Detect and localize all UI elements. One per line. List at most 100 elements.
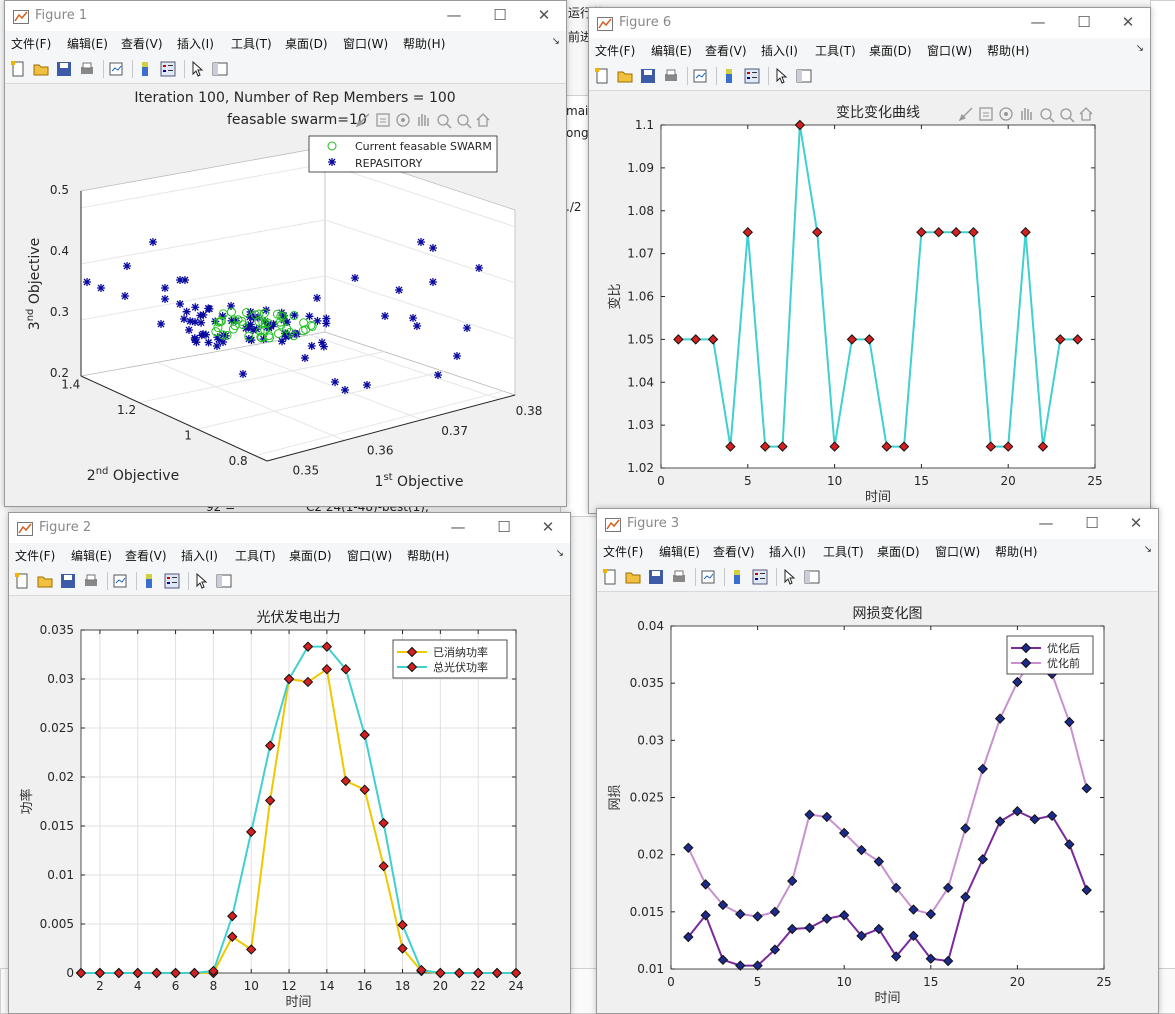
minimize-button[interactable]: — bbox=[1030, 13, 1046, 31]
zoom-out-icon[interactable] bbox=[1060, 108, 1075, 123]
minimize-button[interactable]: — bbox=[1038, 514, 1054, 532]
menu-item[interactable]: 窗口(W) bbox=[927, 44, 973, 58]
save-icon[interactable] bbox=[640, 68, 656, 84]
menu-item[interactable]: 桌面(D) bbox=[289, 549, 332, 563]
menu-item[interactable]: 工具(T) bbox=[231, 37, 272, 51]
link-figure-icon[interactable] bbox=[692, 68, 708, 84]
close-button[interactable]: ✕ bbox=[541, 518, 555, 536]
data-tip-icon[interactable] bbox=[376, 113, 390, 127]
open-file-icon[interactable] bbox=[37, 573, 53, 589]
legend-icon[interactable] bbox=[164, 573, 180, 589]
menu-item[interactable]: 插入(I) bbox=[769, 545, 806, 559]
maximize-button[interactable]: ☐ bbox=[493, 6, 507, 24]
figure-1-window[interactable]: Figure 1 — ☐ ✕ 文件(F) 编辑(E) 查看(V) 插入(I) 工具(T) 桌面(D… bbox=[4, 0, 567, 507]
menu-item[interactable]: 插入(I) bbox=[177, 37, 214, 51]
menu-item[interactable]: 帮助(H) bbox=[407, 549, 450, 563]
figure-3-window[interactable]: Figure 3 — ☐ ✕ 文件(F) 编辑(E) 查看(V) 插入(I) 工具(T) 桌面(D… bbox=[596, 508, 1159, 1014]
property-editor-icon[interactable] bbox=[216, 573, 232, 589]
menu-item[interactable]: 工具(T) bbox=[235, 549, 276, 563]
home-icon[interactable] bbox=[1079, 107, 1093, 121]
menu-item[interactable]: 窗口(W) bbox=[347, 549, 393, 563]
menu-item[interactable]: 文件(F) bbox=[11, 37, 52, 51]
menu-item[interactable]: 编辑(E) bbox=[71, 549, 112, 563]
pointer-icon[interactable] bbox=[773, 67, 789, 84]
pointer-icon[interactable] bbox=[193, 572, 209, 589]
colorbar-icon[interactable] bbox=[721, 68, 737, 84]
menu-item[interactable]: 桌面(D) bbox=[869, 44, 912, 58]
save-icon[interactable] bbox=[648, 569, 664, 585]
window-titlebar[interactable]: Figure 6 — ☐ ✕ bbox=[589, 8, 1150, 38]
menu-item[interactable]: 编辑(E) bbox=[67, 37, 108, 51]
new-figure-icon[interactable] bbox=[602, 569, 618, 585]
menu-item[interactable]: 窗口(W) bbox=[935, 545, 981, 559]
colorbar-icon[interactable] bbox=[729, 569, 745, 585]
zoom-out-icon[interactable] bbox=[457, 114, 472, 129]
window-titlebar[interactable]: Figure 3 — ☐ ✕ bbox=[597, 509, 1158, 539]
menu-item[interactable]: 查看(V) bbox=[705, 44, 747, 58]
home-icon[interactable] bbox=[476, 113, 490, 127]
figure-2-window[interactable]: Figure 2 — ☐ ✕ 文件(F) 编辑(E) 查看(V) 插入(I) 工具(T) 桌面(D… bbox=[8, 512, 571, 1014]
link-figure-icon[interactable] bbox=[112, 573, 128, 589]
menu-item[interactable]: 窗口(W) bbox=[343, 37, 389, 51]
pointer-icon[interactable] bbox=[189, 60, 205, 77]
new-figure-icon[interactable] bbox=[14, 573, 30, 589]
menu-item[interactable]: 文件(F) bbox=[603, 545, 644, 559]
colorbar-icon[interactable] bbox=[141, 573, 157, 589]
print-icon[interactable] bbox=[83, 573, 99, 589]
close-button[interactable]: ✕ bbox=[1121, 13, 1135, 31]
link-figure-icon[interactable] bbox=[108, 61, 124, 77]
data-tip-icon[interactable] bbox=[979, 107, 993, 121]
close-button[interactable]: ✕ bbox=[537, 6, 551, 24]
pointer-icon[interactable] bbox=[781, 568, 797, 585]
property-editor-icon[interactable] bbox=[796, 68, 812, 84]
menu-item[interactable]: 工具(T) bbox=[823, 545, 864, 559]
property-editor-icon[interactable] bbox=[804, 569, 820, 585]
menu-item[interactable]: 文件(F) bbox=[595, 44, 636, 58]
minimize-button[interactable]: — bbox=[450, 518, 466, 536]
menu-item[interactable]: 桌面(D) bbox=[877, 545, 920, 559]
rotate-icon[interactable] bbox=[999, 107, 1013, 121]
menu-item[interactable]: 桌面(D) bbox=[285, 37, 328, 51]
open-file-icon[interactable] bbox=[617, 68, 633, 84]
menu-expand-icon[interactable]: ↘ bbox=[1135, 43, 1144, 54]
new-figure-icon[interactable] bbox=[10, 61, 26, 77]
zoom-in-icon[interactable] bbox=[1040, 108, 1055, 123]
legend-icon[interactable] bbox=[744, 68, 760, 84]
maximize-button[interactable]: ☐ bbox=[497, 518, 511, 536]
save-icon[interactable] bbox=[60, 573, 76, 589]
close-button[interactable]: ✕ bbox=[1129, 514, 1143, 532]
menu-expand-icon[interactable]: ↘ bbox=[1143, 544, 1152, 555]
menu-expand-icon[interactable]: ↘ bbox=[555, 548, 564, 559]
link-figure-icon[interactable] bbox=[700, 569, 716, 585]
open-file-icon[interactable] bbox=[33, 61, 49, 77]
menu-item[interactable]: 插入(I) bbox=[181, 549, 218, 563]
zoom-in-icon[interactable] bbox=[437, 114, 452, 129]
figure-6-window[interactable]: Figure 6 — ☐ ✕ 文件(F) 编辑(E) 查看(V) 插入(I) 工具(T) 桌面(D… bbox=[588, 7, 1151, 514]
menu-item[interactable]: 编辑(E) bbox=[651, 44, 692, 58]
brush-icon[interactable] bbox=[958, 107, 973, 122]
print-icon[interactable] bbox=[663, 68, 679, 84]
pan-icon[interactable] bbox=[1021, 108, 1032, 120]
menu-item[interactable]: 帮助(H) bbox=[995, 545, 1038, 559]
menu-expand-icon[interactable]: ↘ bbox=[551, 36, 560, 47]
minimize-button[interactable]: — bbox=[446, 6, 462, 24]
maximize-button[interactable]: ☐ bbox=[1077, 13, 1091, 31]
property-editor-icon[interactable] bbox=[212, 61, 228, 77]
print-icon[interactable] bbox=[671, 569, 687, 585]
print-icon[interactable] bbox=[79, 61, 95, 77]
menu-item[interactable]: 文件(F) bbox=[15, 549, 56, 563]
menu-item[interactable]: 查看(V) bbox=[713, 545, 755, 559]
window-titlebar[interactable]: Figure 2 — ☐ ✕ bbox=[9, 513, 570, 543]
open-file-icon[interactable] bbox=[625, 569, 641, 585]
menu-item[interactable]: 插入(I) bbox=[761, 44, 798, 58]
pan-icon[interactable] bbox=[418, 114, 429, 126]
legend-icon[interactable] bbox=[160, 61, 176, 77]
menu-item[interactable]: 帮助(H) bbox=[987, 44, 1030, 58]
menu-item[interactable]: 编辑(E) bbox=[659, 545, 700, 559]
colorbar-icon[interactable] bbox=[137, 61, 153, 77]
menu-item[interactable]: 工具(T) bbox=[815, 44, 856, 58]
save-icon[interactable] bbox=[56, 61, 72, 77]
legend-icon[interactable] bbox=[752, 569, 768, 585]
menu-item[interactable]: 查看(V) bbox=[121, 37, 163, 51]
new-figure-icon[interactable] bbox=[594, 68, 610, 84]
